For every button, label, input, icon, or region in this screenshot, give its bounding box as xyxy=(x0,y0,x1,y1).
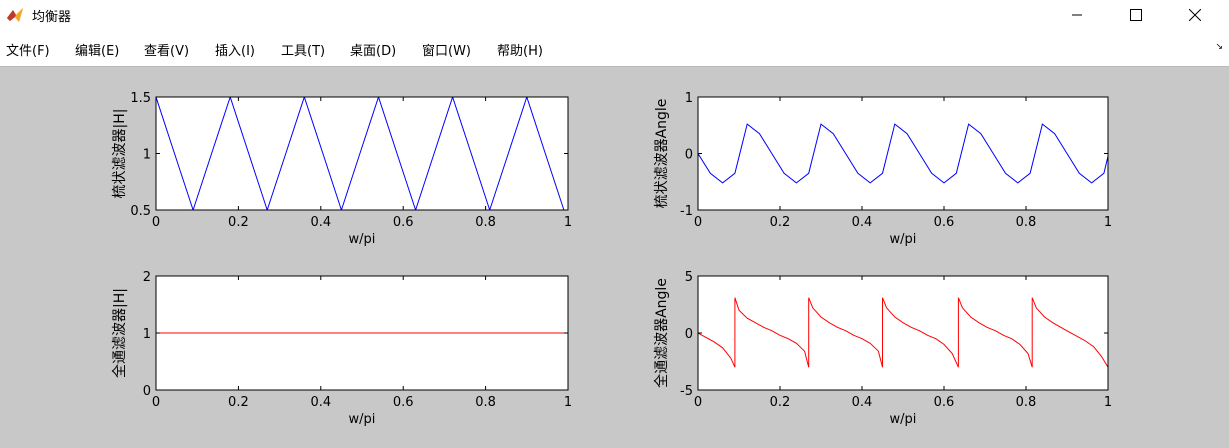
y-tick-label: 1.5 xyxy=(130,91,151,106)
x-tick-label: 0 xyxy=(694,215,702,230)
menu-window[interactable]: 窗口(W) xyxy=(422,44,471,59)
x-tick-label: 1 xyxy=(564,215,572,230)
y-axis-label: 全通滤波器Angle xyxy=(653,278,670,388)
y-tick-label: 5 xyxy=(685,270,693,285)
y-tick-label: 1 xyxy=(143,327,151,342)
x-tick-label: 0 xyxy=(152,215,160,230)
y-tick-label: 1 xyxy=(685,91,693,106)
y-tick-label: 2 xyxy=(143,270,151,285)
menu-insert[interactable]: 插入(I) xyxy=(215,44,255,59)
x-tick-label: 1 xyxy=(1104,395,1112,410)
series-line xyxy=(698,123,1108,184)
x-axis-label: w/pi xyxy=(890,232,917,247)
y-tick-label: 0 xyxy=(685,148,693,163)
menu-desktop[interactable]: 桌面(D) xyxy=(350,44,397,59)
toolbar-arrow-icon[interactable]: ↘ xyxy=(1215,42,1223,52)
title-bar: 均衡器 xyxy=(0,0,1229,30)
menu-view[interactable]: 查看(V) xyxy=(144,44,190,59)
x-tick-label: 0.8 xyxy=(1016,395,1037,410)
x-axis-label: w/pi xyxy=(349,232,376,247)
minimize-button[interactable] xyxy=(1054,0,1100,30)
y-axis-label: 全通滤波器|H| xyxy=(111,288,128,378)
plot-area xyxy=(156,97,568,210)
maximize-icon xyxy=(1130,9,1142,21)
close-button[interactable] xyxy=(1172,0,1218,30)
x-axis-label: w/pi xyxy=(890,412,917,427)
menu-help[interactable]: 帮助(H) xyxy=(497,44,543,59)
y-axis-label: 梳状滤波器|H| xyxy=(112,109,128,199)
menu-file[interactable]: 文件(F) xyxy=(6,44,50,59)
series-line xyxy=(156,97,568,210)
window-title: 均衡器 xyxy=(32,10,72,25)
y-tick-label: 0 xyxy=(685,327,693,342)
x-tick-label: 0.8 xyxy=(475,395,496,410)
y-axis-label: 梳状滤波器Angle xyxy=(654,99,670,209)
x-tick-label: 0.2 xyxy=(228,215,249,230)
y-tick-label: 1 xyxy=(143,148,151,163)
x-tick-label: 0.4 xyxy=(310,215,331,230)
axes-allpass-magnitude[interactable]: 0 0.2 0.4 0.6 0.8 1 0 1 2 w/pi 全通滤波器|H| xyxy=(111,270,572,427)
x-tick-label: 0.6 xyxy=(934,395,955,410)
x-tick-label: 1 xyxy=(1104,215,1112,230)
x-tick-label: 0.2 xyxy=(770,215,791,230)
series-line xyxy=(698,297,1108,368)
menu-bar: 文件(F) 编辑(E) 查看(V) 插入(I) 工具(T) 桌面(D) 窗口(W… xyxy=(0,30,1229,67)
y-tick-label: 0 xyxy=(143,384,151,399)
x-tick-label: 0.4 xyxy=(852,215,873,230)
plot-area xyxy=(698,276,1108,390)
x-tick-label: 0.4 xyxy=(310,395,331,410)
maximize-button[interactable] xyxy=(1113,0,1159,30)
x-axis-label: w/pi xyxy=(349,412,376,427)
figure-canvas: 0 0.2 0.4 0.6 0.8 1 0.5 1 1.5 w/pi 梳状滤波器|H| 0 0.2 0.… xyxy=(111,91,1112,427)
x-tick-label: 0.8 xyxy=(475,215,496,230)
x-tick-label: 0.6 xyxy=(393,215,414,230)
menu-tools[interactable]: 工具(T) xyxy=(281,44,326,59)
x-tick-label: 0.2 xyxy=(770,395,791,410)
minimize-icon xyxy=(1072,14,1082,16)
x-tick-label: 1 xyxy=(564,395,572,410)
x-tick-label: 0.4 xyxy=(852,395,873,410)
x-tick-label: 0.6 xyxy=(393,395,414,410)
x-tick-label: 0 xyxy=(694,395,702,410)
x-tick-label: 0.8 xyxy=(1016,215,1037,230)
y-tick-label: 0.5 xyxy=(130,204,151,219)
y-tick-label: -5 xyxy=(680,384,693,399)
matlab-icon xyxy=(7,8,23,22)
plot-area xyxy=(698,97,1108,210)
menu-edit[interactable]: 编辑(E) xyxy=(75,44,120,59)
x-tick-label: 0.2 xyxy=(228,395,249,410)
y-tick-label: -1 xyxy=(680,204,693,219)
x-tick-label: 0 xyxy=(152,395,160,410)
x-tick-label: 0.6 xyxy=(934,215,955,230)
axes-comb-magnitude[interactable]: 0 0.2 0.4 0.6 0.8 1 0.5 1 1.5 w/pi 梳状滤波器|H| xyxy=(112,91,572,247)
close-icon xyxy=(1189,9,1201,21)
